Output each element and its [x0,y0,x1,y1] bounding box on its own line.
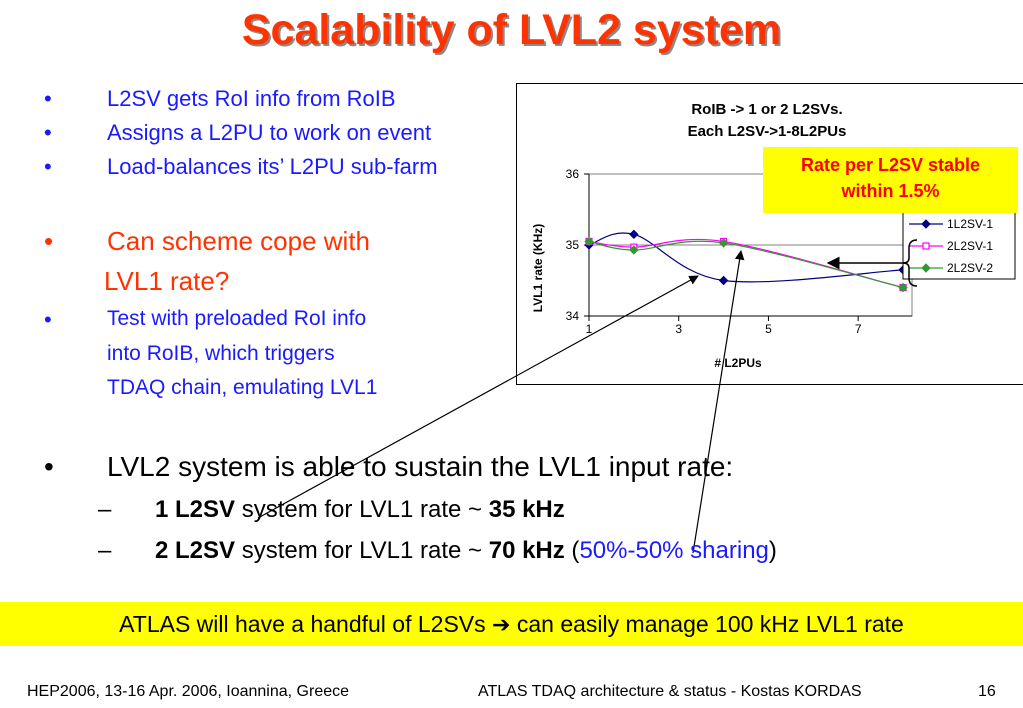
sub2-paren-open: ( [564,537,580,564]
stable-rate-note: Rate per L2SV stable within 1.5% [763,147,1018,213]
conclusion-banner: ATLAS will have a handful of L2SVs ➔ can… [0,602,1023,646]
banner-part1: ATLAS will have a handful of L2SVs [119,611,493,637]
test-line2: into RoIB, which triggers [107,342,335,365]
sub1-bold2: 35 kHz [488,496,565,523]
y-tick-label: 34 [566,309,580,323]
y-tick-label: 36 [566,167,580,181]
legend-label: 1L2SV-1 [947,217,993,231]
bullet-dot: • [44,226,54,256]
sub-bullet-1: 1 L2SV system for LVL1 rate ~ 35 kHz [155,496,565,524]
sub2-bold1: 2 L2SV [155,537,236,564]
legend-label: 2L2SV-1 [947,239,993,253]
x-tick-label: 1 [586,322,593,336]
banner-part2: can easily manage 100 kHz LVL1 rate [510,611,904,637]
chart-title: RoIB -> 1 or 2 L2SVs. [691,101,842,118]
sub2-text: system for LVL1 rate ~ [235,537,489,564]
page-number: 16 [978,683,996,700]
legend-marker [921,263,931,273]
bullet-item: Assigns a L2PU to work on event [107,120,432,145]
test-line1: Test with preloaded RoI info [107,307,367,330]
test-line3: TDAQ chain, emulating LVL1 [107,376,378,399]
right-arrow-icon: ➔ [492,612,511,637]
chart-panel: RoIB -> 1 or 2 L2SVs. Each L2SV->1-8L2PU… [516,83,1023,385]
legend-marker [921,219,931,229]
legend: 1L2SV-1 2L2SV-1 2L2SV-2 [909,217,993,275]
series-line-2l2sv-2 [588,240,904,289]
bullet-dot: • [44,86,52,111]
note-line1: Rate per L2SV stable [800,155,981,175]
y-axis-label: LVL1 rate (KHz) [531,224,545,312]
line-chart: RoIB -> 1 or 2 L2SVs. Each L2SV->1-8L2PU… [531,101,1016,370]
sub1-text: system for LVL1 rate ~ [235,496,489,523]
sub-bullet-2: 2 L2SV system for LVL1 rate ~ 70 kHz (50… [155,537,777,565]
legend-label: 2L2SV-2 [947,261,993,275]
sub2-paren-close: ) [768,537,777,564]
question-line1: Can scheme cope with [107,226,371,256]
bullet-dot: • [44,120,52,145]
question-line2: LVL1 rate? [104,266,230,296]
x-tick-label: 5 [765,322,772,336]
bullet-dot: • [44,451,54,482]
sub2-sharing: 50%-50% sharing [579,537,769,564]
data-point-1l2sv-1 [629,229,639,240]
data-point-2l2sv-2 [718,238,729,248]
sub2-bold2: 70 kHz [488,537,565,564]
x-tick-label: 3 [675,322,682,336]
main-bullet: LVL2 system is able to sustain the LVL1 … [107,451,734,482]
footer-author: ATLAS TDAQ architecture & status - Kosta… [478,683,862,700]
x-axis-label: # L2PUs [714,356,762,370]
dash: – [98,537,112,564]
bullet-dot: • [44,307,52,332]
y-tick-label: 35 [566,238,580,252]
data-point-2l2sv-2 [629,245,639,255]
bullet-dot: • [44,154,52,179]
footer-conference: HEP2006, 13-16 Apr. 2006, Ioannina, Gree… [27,683,350,700]
bullet-item: L2SV gets RoI info from RoIB [107,86,396,111]
bullet-item: Load-balances its’ L2PU sub-farm [107,154,438,179]
data-point-2l2sv-2 [584,236,594,247]
slide-title: Scalability of LVL2 system [241,6,782,54]
x-tick-label: 7 [855,322,862,336]
chart-subtitle: Each L2SV->1-8L2PUs [688,123,847,140]
dash: – [98,496,112,523]
sub1-bold1: 1 L2SV [155,496,236,523]
note-line2: within 1.5% [841,181,940,201]
legend-marker [922,242,930,250]
